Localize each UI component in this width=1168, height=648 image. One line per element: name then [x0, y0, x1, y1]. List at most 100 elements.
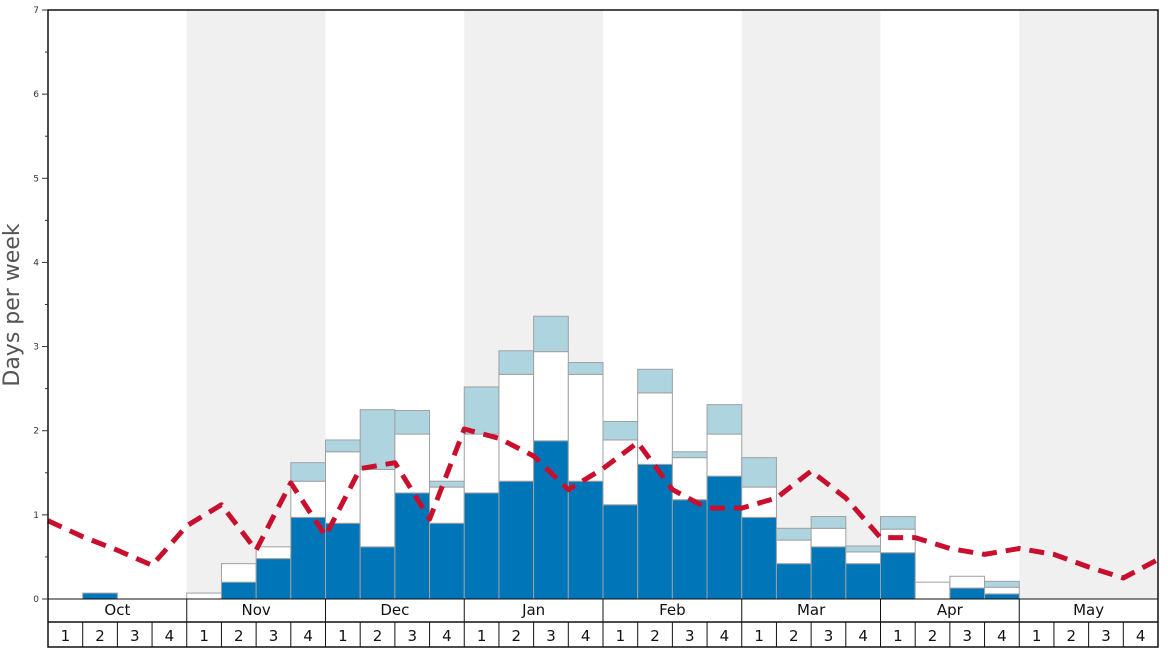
bar-middle-17: [602, 439, 639, 506]
week-label-dec-4: 4: [442, 627, 452, 645]
week-label-oct-2: 2: [95, 627, 105, 645]
bar-bottom-25: [880, 552, 916, 600]
bar-bottom-28: [984, 593, 1020, 600]
bar-top-10: [359, 409, 396, 470]
y-tick-label-3: 3: [33, 343, 39, 353]
bar-bottom-15: [533, 440, 569, 600]
month-label-oct: Oct: [104, 601, 130, 619]
week-label-feb-3: 3: [685, 627, 695, 645]
week-label-may-2: 2: [1067, 627, 1077, 645]
bar-middle-14: [498, 373, 535, 482]
y-tick-label-6: 6: [33, 90, 39, 100]
bar-middle-5: [186, 592, 222, 600]
bar-bottom-9: [325, 522, 361, 600]
week-label-mar-2: 2: [789, 627, 799, 645]
bar-top-9: [325, 439, 361, 453]
week-label-dec-2: 2: [373, 627, 383, 645]
bar-bottom-19: [671, 499, 708, 600]
week-label-dec-1: 1: [338, 627, 348, 645]
y-tick-label-2: 2: [33, 427, 39, 437]
week-label-nov-2: 2: [234, 627, 244, 645]
y-tick-label-5: 5: [33, 174, 39, 184]
bar-bottom-17: [602, 504, 639, 600]
bar-bottom-13: [463, 492, 500, 600]
bar-bottom-23: [810, 546, 847, 600]
y-tick-label-1: 1: [33, 511, 39, 521]
bar-bottom-10: [359, 546, 396, 600]
y-tick-label-0: 0: [33, 595, 39, 605]
bar-middle-23: [810, 527, 847, 548]
bar-top-13: [463, 386, 500, 435]
bar-top-23: [810, 516, 847, 529]
bar-middle-28: [984, 586, 1020, 595]
month-label-apr: Apr: [937, 601, 964, 619]
month-shading: [186, 10, 1158, 599]
week-label-may-4: 4: [1136, 627, 1146, 645]
week-label-feb-1: 1: [616, 627, 626, 645]
bar-bottom-18: [637, 463, 673, 600]
week-label-jan-1: 1: [477, 627, 487, 645]
bar-middle-26: [914, 581, 951, 600]
y-axis: 0 1 2 3 4 5 6 7: [33, 6, 48, 605]
week-label-mar-3: 3: [824, 627, 834, 645]
bar-top-15: [533, 315, 569, 353]
bar-middle-13: [463, 433, 500, 494]
bar-middle-27: [949, 575, 986, 589]
bar-bottom-2: [82, 592, 118, 600]
y-axis-label: Days per week: [0, 223, 25, 386]
bar-bottom-24: [845, 563, 881, 600]
trend-line: [46, 426, 1160, 581]
bar-bottom-6: [220, 581, 257, 600]
week-label-nov-3: 3: [269, 627, 279, 645]
month-label-dec: Dec: [380, 601, 409, 619]
bar-middle-9: [325, 451, 361, 524]
bar-middle-6: [220, 563, 257, 583]
bar-bottom-14: [498, 480, 535, 600]
week-label-mar-4: 4: [858, 627, 868, 645]
bar-middle-12: [429, 486, 465, 524]
y-tick-label-7: 7: [33, 6, 39, 16]
bar-middle-15: [533, 351, 569, 442]
week-label-may-1: 1: [1032, 627, 1042, 645]
bar-middle-24: [845, 551, 881, 565]
week-label-jan-3: 3: [546, 627, 556, 645]
bar-top-24: [845, 545, 881, 553]
week-label-oct-1: 1: [61, 627, 71, 645]
bar-top-28: [984, 580, 1020, 588]
bar-bottom-11: [394, 492, 431, 600]
bar-top-20: [706, 404, 743, 435]
y-tick-label-4: 4: [33, 258, 39, 268]
week-label-apr-3: 3: [962, 627, 972, 645]
bars: [82, 315, 1020, 600]
week-label-apr-4: 4: [997, 627, 1007, 645]
week-label-dec-3: 3: [407, 627, 417, 645]
bar-bottom-12: [429, 522, 465, 600]
plot-frame: [47, 9, 1159, 648]
week-label-mar-1: 1: [754, 627, 764, 645]
week-label-nov-1: 1: [199, 627, 209, 645]
bar-middle-11: [394, 433, 431, 494]
bar-top-12: [429, 480, 465, 488]
trend-line-group: [46, 426, 1160, 581]
bar-bottom-22: [775, 563, 812, 600]
month-label-nov: Nov: [241, 601, 270, 619]
week-label-jan-2: 2: [512, 627, 522, 645]
bar-top-19: [671, 451, 708, 459]
bar-top-8: [290, 462, 326, 482]
bar-bottom-16: [567, 480, 604, 600]
bar-top-25: [880, 516, 916, 530]
bar-middle-20: [706, 433, 743, 477]
bar-top-21: [741, 457, 777, 488]
bar-top-17: [602, 420, 639, 441]
bar-top-22: [775, 527, 812, 541]
bar-bottom-7: [255, 558, 292, 600]
week-label-feb-4: 4: [720, 627, 730, 645]
bar-middle-7: [255, 546, 292, 560]
bar-bottom-20: [706, 475, 743, 600]
month-shade-may: [1019, 10, 1158, 599]
bar-middle-22: [775, 539, 812, 565]
bar-middle-25: [880, 528, 916, 554]
month-label-jan: Jan: [521, 601, 545, 619]
bar-middle-16: [567, 373, 604, 482]
bar-middle-10: [359, 468, 396, 548]
